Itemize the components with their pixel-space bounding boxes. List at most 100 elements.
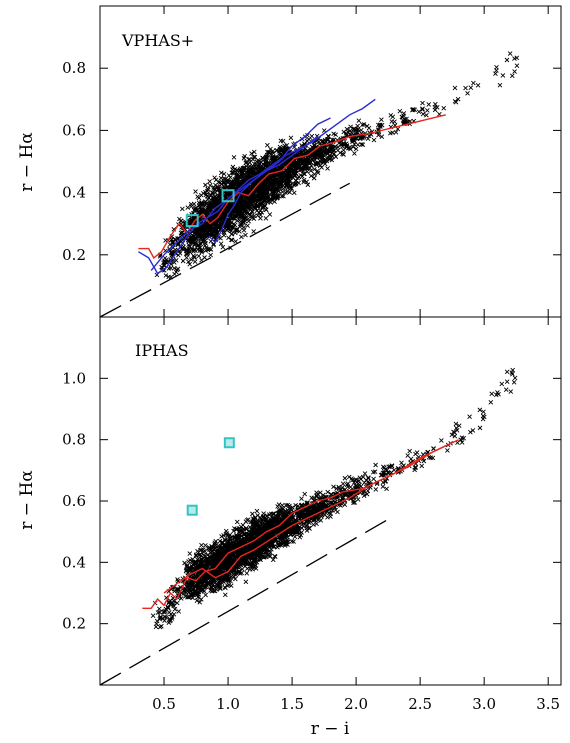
vphas-data-point [507,51,513,56]
vphas-data-point [198,229,204,235]
vphas-data-point [267,212,273,217]
vphas-data-point [208,247,214,252]
vphas-data-point [392,119,397,125]
vphas-data-point [221,178,227,184]
vphas-data-point [200,190,206,196]
iphas-y-tick-label: 1.0 [62,369,86,387]
x-tick-label: 2.0 [344,695,368,713]
vphas-data-point [514,63,520,69]
iphas-data-point [199,542,204,548]
vphas-data-point [425,108,430,113]
vphas-data-point [199,232,205,237]
vphas-data-point [388,113,394,118]
vphas-data-point [215,184,220,190]
vphas-data-point [452,85,458,91]
vphas-data-point [163,273,169,278]
vphas-data-point [226,225,231,231]
vphas-data-point [221,171,227,177]
vphas-data-point [441,105,447,111]
vphas-data-point [494,64,499,70]
vphas-data-point [213,177,219,183]
vphas-scatter-points [154,51,520,280]
vphas-data-point [177,251,183,256]
vphas-data-point [252,213,257,219]
iphas-data-point [325,489,331,495]
vphas-data-point [358,127,364,133]
vphas-data-point [226,235,231,241]
vphas-data-point [167,242,173,247]
vphas-data-point [218,241,224,247]
vphas-data-point [187,249,193,255]
vphas-data-point [311,175,317,181]
vphas-data-point [463,85,468,91]
x-tick-label: 0.5 [152,695,176,713]
iphas-data-point [238,524,244,530]
vphas-data-point [225,226,231,232]
x-tick-label: 3.5 [536,695,560,713]
vphas-data-point [397,108,403,114]
iphas-data-point [254,508,260,514]
iphas-data-point [243,579,249,585]
vphas-data-point [192,259,198,265]
vphas-data-point [209,229,215,234]
vphas-data-point [166,274,171,280]
vphas-data-point [217,180,223,185]
vphas-y-tick-label: 0.4 [62,184,86,202]
vphas-data-point [493,71,498,77]
vphas-data-point [193,189,198,194]
vphas-data-point [161,262,167,268]
iphas-panel-label: IPHAS [135,341,189,360]
vphas-data-point [426,102,432,107]
vphas-data-point [196,242,201,248]
vphas-data-point [192,237,198,242]
iphas-data-point [250,511,255,517]
iphas-data-point [203,592,208,598]
vphas-data-point [172,237,178,242]
vphas-y-tick-label: 0.8 [62,59,86,77]
iphas-data-point [314,521,319,527]
vphas-data-point [191,201,197,207]
iphas-data-point [373,487,379,492]
vphas-data-point [335,144,341,150]
iphas-data-point [335,509,340,515]
vphas-data-point [197,238,202,244]
vphas-data-point [355,142,361,147]
vphas-data-point [203,182,208,188]
vphas-data-point [204,246,210,252]
vphas-data-point [221,180,227,185]
vphas-data-point [212,175,217,180]
vphas-data-point [233,239,239,244]
vphas-data-point [249,151,254,156]
vphas-data-point [504,57,510,63]
vphas-data-point [512,69,517,74]
vphas-data-point [189,236,195,242]
iphas-data-point [234,519,240,525]
vphas-data-point [201,237,207,242]
vphas-data-point [509,73,515,79]
vphas-data-point [232,181,238,186]
vphas-data-point [210,190,215,195]
iphas-data-point [150,613,156,619]
vphas-data-point [424,112,429,118]
vphas-data-point [379,117,384,122]
vphas-data-point [204,211,210,217]
vphas-data-point [203,240,208,246]
vphas-data-point [178,218,183,224]
vphas-data-point [206,195,212,201]
vphas-data-point [163,259,169,265]
vphas-y-tick-label: 0.6 [62,121,86,139]
vphas-data-point [340,144,345,149]
iphas-data-point [302,491,308,497]
vphas-data-point [188,257,194,262]
vphas-data-point [175,242,181,248]
iphas-data-point [187,551,193,556]
vphas-data-point [219,216,225,222]
vphas-data-point [229,185,234,191]
iphas-data-point [222,592,228,598]
vphas-data-point [229,212,235,218]
vphas-data-point [296,174,302,180]
vphas-data-point [203,211,208,217]
vphas-data-point [212,186,217,191]
iphas-data-point [172,606,178,612]
iphas-data-point [255,513,261,518]
